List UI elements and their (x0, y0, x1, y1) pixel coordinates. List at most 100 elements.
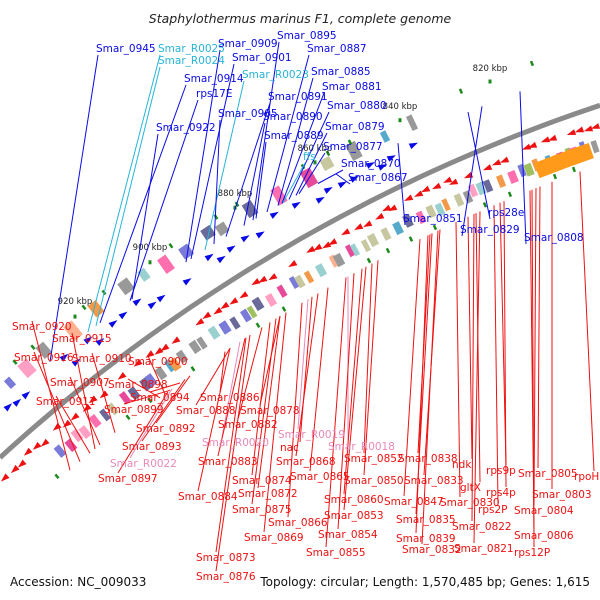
feature-category-block (264, 293, 278, 307)
leader-line (221, 341, 241, 438)
position-tick-mark (313, 160, 317, 165)
gene-label-smar_0884: Smar_0884 (178, 491, 238, 503)
feature-category-block (558, 151, 570, 170)
reverse-gene-arrow (10, 464, 20, 474)
gene-label-smar_0850: Smar_0850 (344, 475, 404, 487)
feature-category-block (239, 308, 252, 323)
forward-gene-arrow (377, 164, 387, 171)
reverse-gene-arrow (40, 438, 50, 447)
leader-line (325, 277, 347, 548)
forward-gene-arrow (95, 338, 105, 346)
feature-category-block (30, 344, 36, 350)
feature-category-block (441, 198, 451, 212)
reverse-gene-arrow (52, 422, 62, 431)
leader-line (363, 263, 373, 454)
gene-label-smar_0878: Smar_0878 (240, 405, 300, 417)
gene-label-smar_0888: Smar_0888 (176, 405, 236, 417)
gene-label-smar_0887: Smar_0887 (307, 43, 367, 55)
leader-line (71, 332, 96, 450)
feature-category-block (432, 224, 438, 231)
forward-gene-arrow (365, 162, 375, 169)
leader-line (257, 316, 281, 489)
leader-line (531, 189, 535, 548)
feature-category-block (405, 114, 419, 132)
reverse-gene-arrow (239, 291, 249, 299)
reverse-gene-arrow (566, 129, 577, 135)
leader-line (225, 102, 271, 237)
feature-category-block (213, 214, 219, 220)
leader-line (147, 355, 166, 395)
reverse-gene-arrow (491, 159, 502, 166)
forward-gene-arrow (108, 320, 118, 328)
leader-line (87, 54, 161, 332)
leader-line (473, 211, 481, 544)
leader-line (461, 106, 483, 237)
gene-label-smar_0873: Smar_0873 (196, 552, 256, 564)
feature-category-block (415, 210, 427, 225)
reverse-gene-arrow (70, 412, 80, 421)
gene-label-smar_0839: Smar_0839 (396, 533, 456, 545)
gene-label-smar_0905: Smar_0905 (218, 108, 278, 120)
reverse-gene-arrow (574, 126, 585, 133)
leader-line (255, 141, 267, 219)
leader-line (415, 235, 429, 534)
feature-category-block (207, 325, 221, 340)
position-tick-mark (488, 79, 492, 84)
gene-label-smar_0865: Smar_0865 (290, 471, 350, 483)
position-tick-label: 820 kbp (473, 64, 508, 74)
feature-category-block (517, 163, 527, 178)
gene-label-rps28e: rps28e (488, 207, 524, 219)
leader-line (343, 268, 363, 495)
gene-label-smar_0855: Smar_0855 (306, 547, 366, 559)
feature-category-block (35, 341, 53, 360)
gene-label-smar_0847: Smar_0847 (384, 496, 444, 508)
gene-label-smar_0804: Smar_0804 (514, 505, 574, 517)
forward-gene-arrow (21, 391, 31, 400)
position-tick-mark (73, 314, 77, 319)
leader-line (297, 299, 309, 430)
gene-label-smar_0829: Smar_0829 (460, 224, 520, 236)
gene-label-smar_0808: Smar_0808 (524, 232, 584, 244)
genome-backbone (0, 102, 600, 460)
gene-label-smar_0854: Smar_0854 (318, 529, 378, 541)
leader-line (185, 49, 221, 263)
leader-line (49, 54, 99, 362)
feature-category-block (99, 408, 111, 422)
reverse-gene-arrow (306, 245, 316, 253)
leader-line (519, 91, 527, 245)
feature-category-block (168, 242, 174, 249)
feature-category-block (539, 158, 553, 176)
gene-label-smar_0806: Smar_0806 (514, 530, 574, 542)
leader-line (403, 239, 421, 497)
reverse-gene-arrow (251, 278, 261, 286)
forward-gene-arrow (83, 336, 93, 345)
leader-line (467, 111, 491, 220)
gene-label-smar_0832: Smar_0832 (402, 544, 462, 556)
leader-line (213, 119, 221, 245)
reverse-gene-arrow (521, 143, 532, 150)
reverse-gene-arrow (220, 301, 230, 310)
gene-label-rps9p: rps9p (486, 465, 516, 477)
feature-category-block (303, 270, 315, 284)
reverse-gene-arrow (154, 347, 164, 355)
forward-gene-arrow (240, 235, 250, 243)
reverse-gene-arrow (117, 372, 127, 380)
feature-category-block (349, 243, 361, 257)
gene-label-smar_0889: Smar_0889 (264, 130, 324, 142)
reverse-gene-arrow (288, 260, 298, 268)
leader-line (251, 318, 277, 505)
gene-label-smar_0922: Smar_0922 (156, 122, 216, 134)
forward-gene-arrow (59, 353, 69, 362)
forward-gene-arrow (3, 403, 13, 412)
leader-line (195, 347, 231, 406)
feature-category-block (200, 224, 216, 241)
leader-line (363, 260, 379, 476)
reverse-gene-arrow (322, 241, 332, 249)
leader-line (95, 66, 161, 326)
gene-label-smar_0877: Smar_0877 (323, 141, 383, 153)
feature-category-block (523, 162, 535, 177)
reverse-gene-arrow (421, 185, 431, 193)
forward-gene-arrow (408, 142, 418, 150)
reverse-gene-arrow (17, 459, 27, 468)
gene-label-smar_0860: Smar_0860 (324, 494, 384, 506)
